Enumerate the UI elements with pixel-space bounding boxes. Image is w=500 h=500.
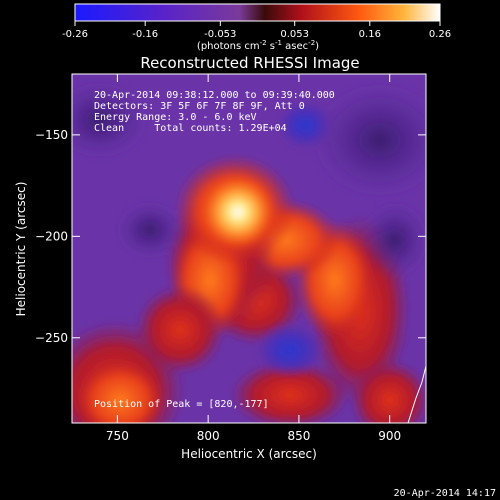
y-axis-ticks: −150 −200 −250: [35, 128, 426, 345]
x-axis-label: Heliocentric X (arcsec): [181, 447, 317, 461]
energy-range: Energy Range: 3.0 - 6.0 keV: [94, 112, 257, 123]
x-tick-label: 800: [197, 429, 220, 443]
peak-position: Position of Peak = [820,-177]: [94, 399, 269, 410]
x-axis-ticks: 750 800 850 900: [106, 74, 401, 443]
info-block: 20-Apr-2014 09:38:12.000 to 09:39:40.000…: [94, 90, 335, 410]
rhessi-image: [72, 74, 426, 423]
detectors: Detectors: 3F 5F 6F 7F 8F 9F, Att 0: [94, 101, 305, 112]
colorbar-units: (photons cm-2 s-1 asec-2): [197, 39, 319, 52]
x-tick-label: 750: [106, 429, 129, 443]
colorbar-tick-label: 0.16: [359, 29, 381, 40]
colorbar-frame: [74, 3, 441, 22]
y-tick-label: −150: [35, 128, 68, 142]
colorbar-gradient: [75, 4, 440, 21]
colorbar: -0.26 -0.16 -0.053 0.053 0.16 0.26 (photons c…: [62, 3, 451, 52]
colorbar-ticks: -0.26 -0.16 -0.053 0.053 0.16 0.26: [62, 21, 451, 40]
colorbar-tick-label: -0.053: [204, 29, 236, 40]
plot-frame: [71, 73, 427, 424]
timestamp: 20-Apr-2014 14:17: [394, 488, 496, 499]
colorbar-tick-label: 0.053: [280, 29, 309, 40]
colorbar-tick-label: -0.16: [132, 29, 158, 40]
x-tick-label: 900: [378, 429, 401, 443]
plot-title: Reconstructed RHESSI Image: [140, 54, 359, 72]
y-axis-label: Heliocentric Y (arcsec): [14, 182, 28, 317]
colorbar-tick-label: 0.26: [429, 29, 451, 40]
colorbar-tick-label: -0.26: [62, 29, 88, 40]
clean-counts: Clean Total counts: 1.29E+04: [94, 123, 287, 134]
time-range: 20-Apr-2014 09:38:12.000 to 09:39:40.000: [94, 90, 335, 101]
y-tick-label: −200: [35, 229, 68, 243]
x-tick-label: 850: [287, 429, 310, 443]
y-tick-label: −250: [35, 331, 68, 345]
limb-line: [407, 365, 426, 423]
